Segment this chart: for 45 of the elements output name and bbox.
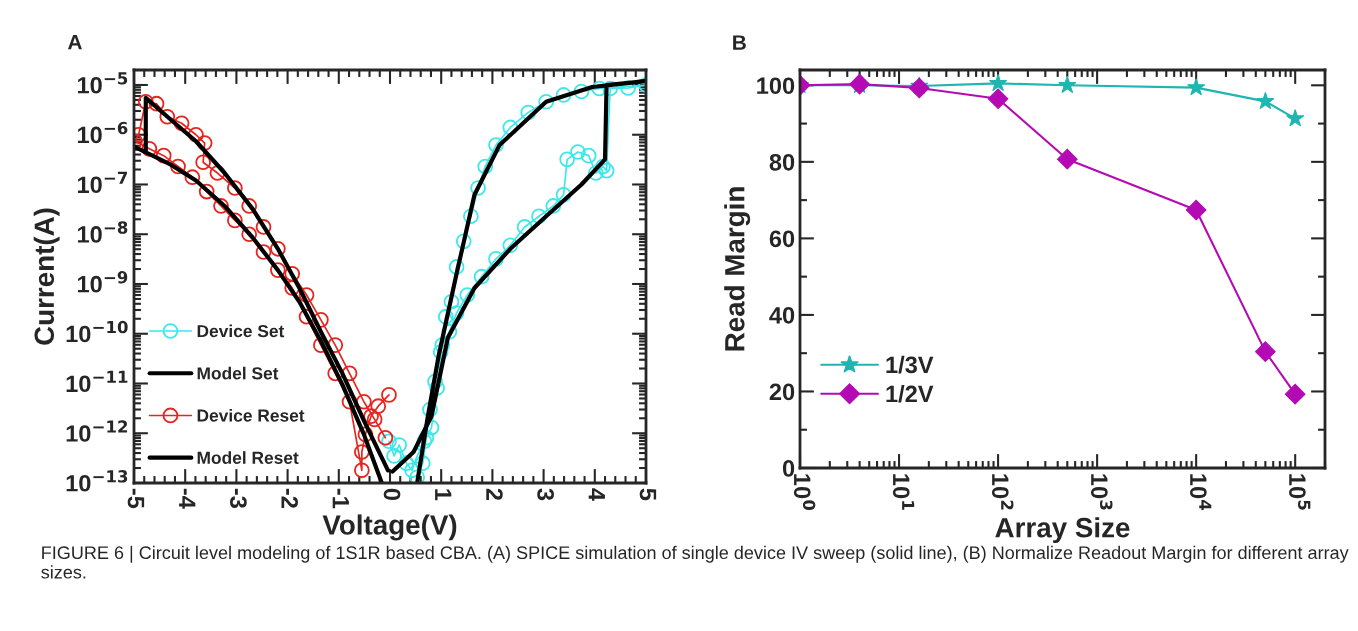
y-tick-label: 10$^{−12}$ xyxy=(66,420,128,442)
x-tick-label: -2 xyxy=(281,488,298,508)
x-tick-label: 1 xyxy=(435,489,452,501)
x-tick-label: -4 xyxy=(179,488,196,509)
x-tick-label: 2 xyxy=(486,488,503,501)
legend-label: Device Set xyxy=(197,324,285,338)
x-tick-label: 3 xyxy=(537,488,554,501)
y-tick-label: 100 xyxy=(757,77,795,95)
legend-label: Model Set xyxy=(197,366,279,380)
legend-label: 1/2V xyxy=(886,384,934,403)
x-tick-label: 10$^{4}$ xyxy=(1189,474,1212,511)
y-tick-label: 60 xyxy=(769,230,795,248)
y-tick-label: 10$^{−8}$ xyxy=(77,221,128,243)
y-tick-label: 0 xyxy=(782,460,795,477)
x-tick-label: 5 xyxy=(639,488,657,501)
chart-title: A xyxy=(67,34,82,50)
x-tick-label: 4 xyxy=(588,488,605,501)
x-axis-title: Voltage(V) xyxy=(322,514,457,541)
y-axis-title: Current(A) xyxy=(33,208,60,345)
y-tick-label: 10$^{−5}$ xyxy=(77,72,128,94)
x-tick-label: 10$^{5}$ xyxy=(1289,474,1311,510)
y-tick-label: 10$^{−6}$ xyxy=(77,121,128,144)
legend-label: Model Reset xyxy=(197,451,299,464)
y-tick-label: 10$^{−7}$ xyxy=(77,171,128,194)
x-tick-label: 10$^{2}$ xyxy=(991,474,1014,510)
x-tick-label: -3 xyxy=(230,488,247,508)
x-tick-label: 10$^{3}$ xyxy=(1090,474,1113,510)
y-tick-label: 10$^{−13}$ xyxy=(66,470,128,492)
legend-label: 1/3V xyxy=(886,355,934,374)
y-tick-label: 10$^{−11}$ xyxy=(66,370,128,393)
x-tick-label: -1 xyxy=(332,488,349,509)
x-axis-title: Array Size xyxy=(995,517,1130,544)
legend-label: Device Reset xyxy=(197,408,305,422)
caption: FIGURE 6 | Circuit level modeling of 1S1R based CBA. (A) SPICE simulation of single device IV sweep (solid line), (B) Normalize Readout Margin for different array sizes. xyxy=(41,545,1349,579)
y-tick-label: 10$^{−9}$ xyxy=(77,271,128,293)
y-tick-label: 20 xyxy=(769,383,795,401)
x-tick-label: 10$^{0}$ xyxy=(793,474,816,511)
chart-title: B xyxy=(733,35,746,50)
y-axis-title: Read Margin xyxy=(724,187,751,351)
x-tick-label: 10$^{1}$ xyxy=(892,474,915,510)
y-tick-label: 10$^{−10}$ xyxy=(66,320,128,343)
x-tick-label: 0 xyxy=(383,488,401,501)
y-tick-label: 40 xyxy=(769,306,795,324)
y-tick-label: 80 xyxy=(769,153,795,171)
x-tick-label: -5 xyxy=(127,488,145,509)
